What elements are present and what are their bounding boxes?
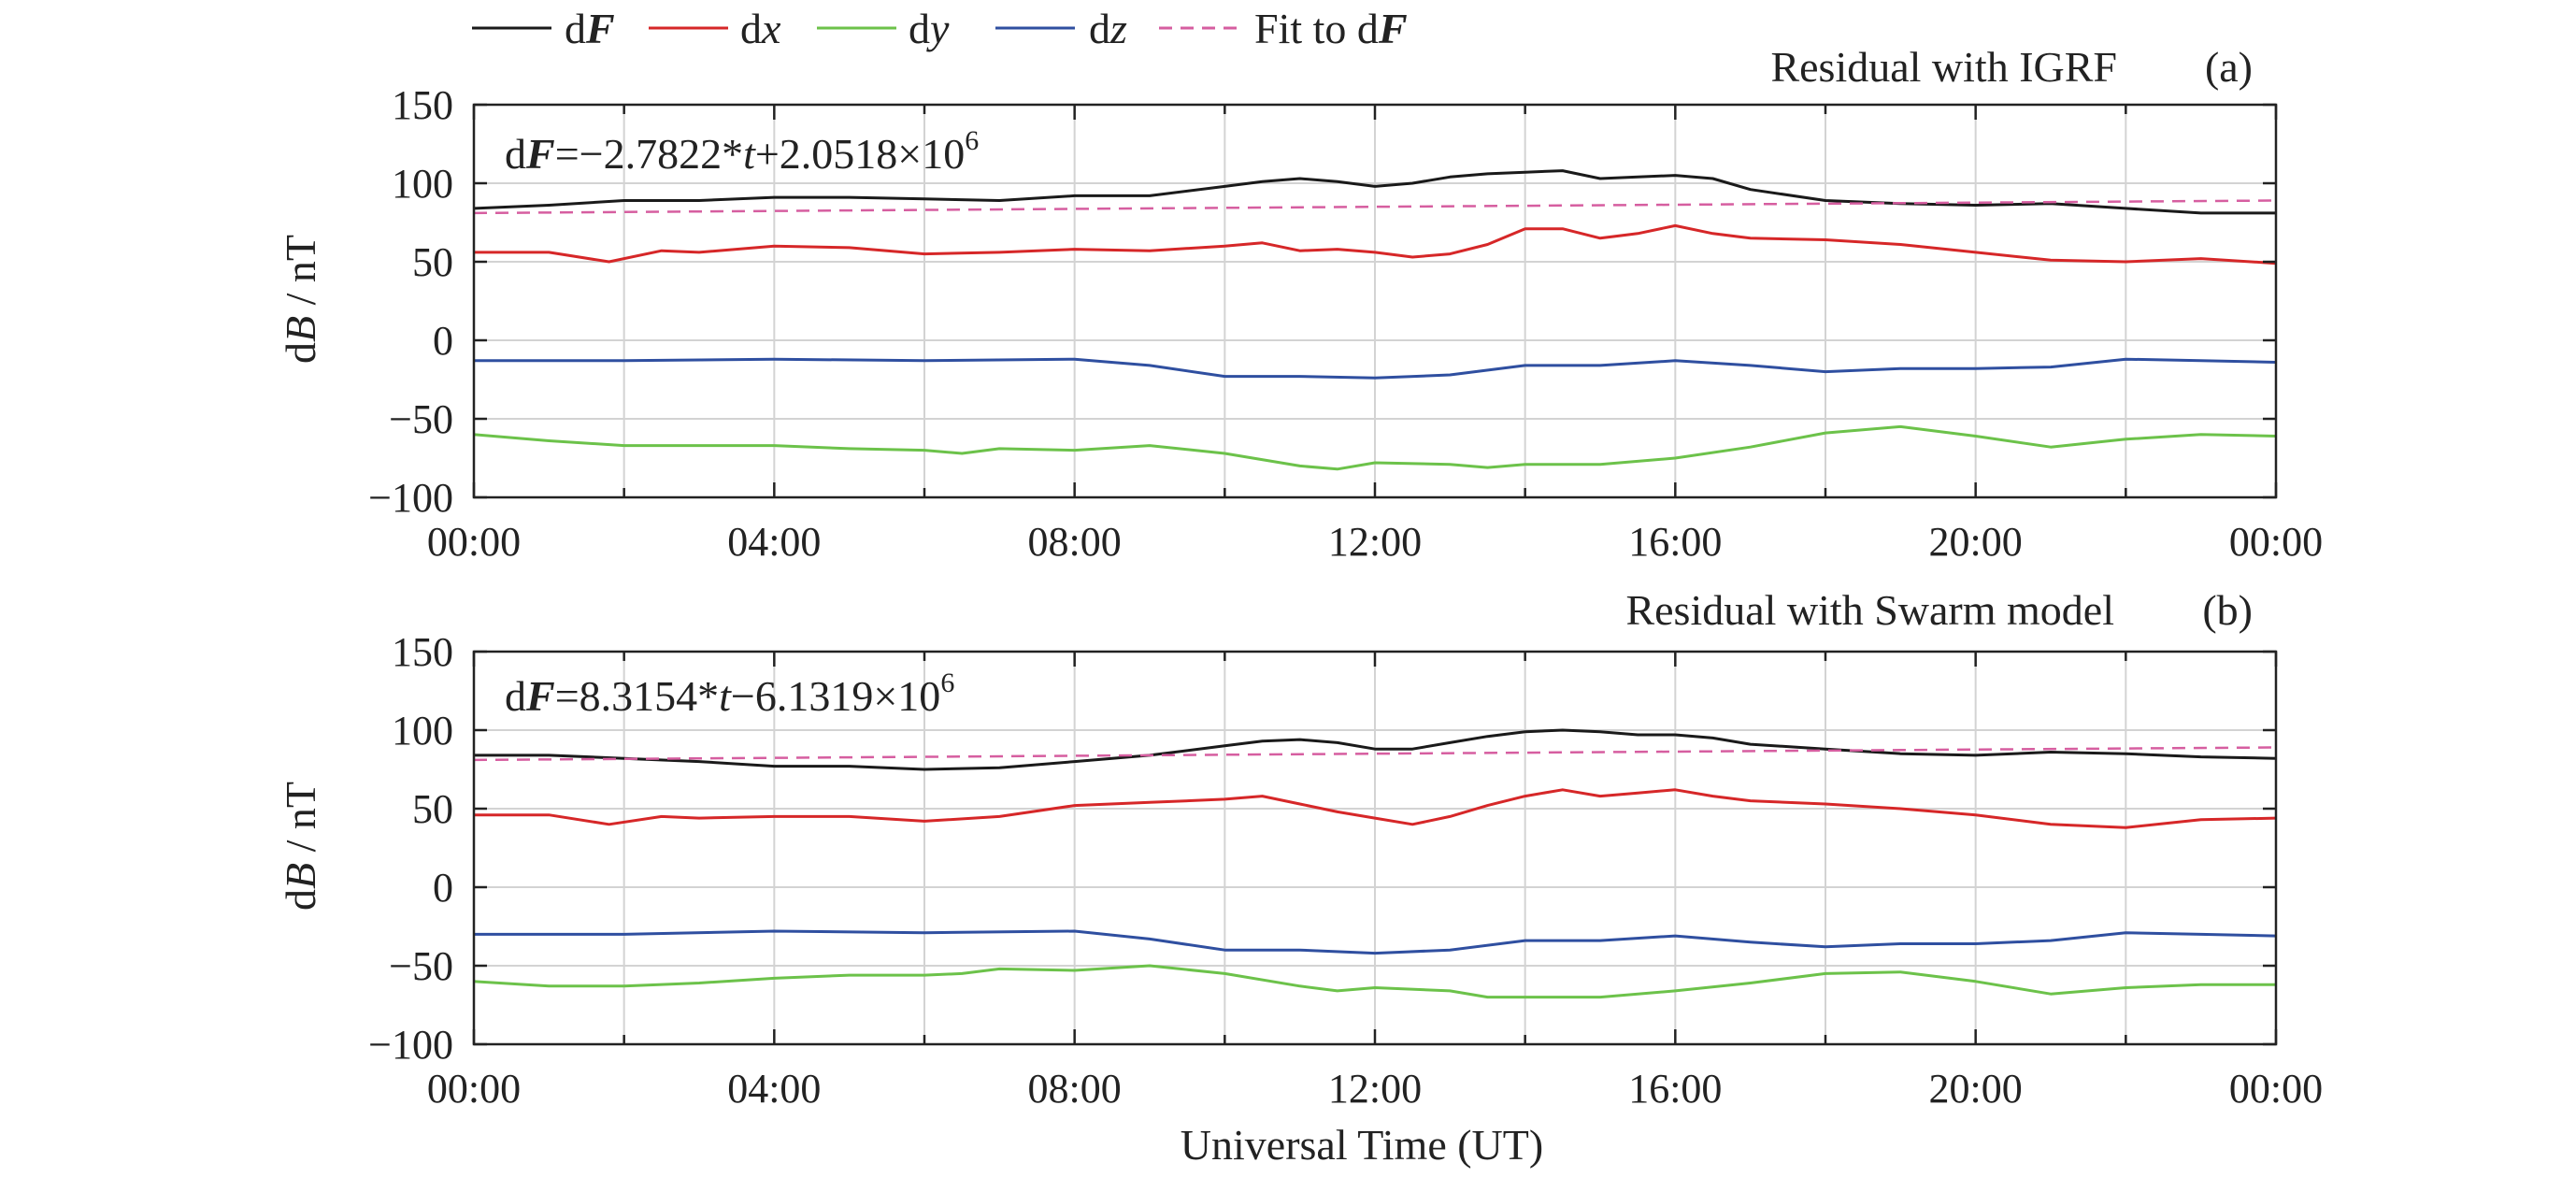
legend-label-dx: dx — [740, 5, 781, 52]
y-tick-label: −100 — [368, 475, 453, 521]
x-tick-label: 04:00 — [727, 519, 821, 565]
y-axis-label: dB / nT — [277, 235, 324, 364]
series-line-dx — [474, 223, 2277, 266]
panel-title: Residual with Swarm model — [1625, 586, 2114, 634]
series-lines — [473, 728, 2277, 999]
legend-label-dz: dz — [1089, 5, 1127, 52]
y-tick-label: 0 — [433, 318, 453, 364]
series-line-dy — [473, 424, 2277, 471]
legend-label-dF: dF — [565, 5, 615, 52]
legend-item-dF: dF — [472, 5, 615, 52]
x-tick-labels: 00:00 04:00 08:00 12:00 16:00 20:00 00:00 — [427, 1066, 2323, 1112]
y-tick-label: 50 — [412, 239, 453, 285]
series-line-dx — [474, 788, 2277, 829]
x-tick-label: 00:00 — [427, 1066, 521, 1112]
x-tick-label: 08:00 — [1028, 1066, 1122, 1112]
x-axis-label: Universal Time (UT) — [1181, 1121, 1543, 1169]
series-line-dz — [474, 357, 2277, 380]
legend-item-dz: dz — [995, 5, 1127, 52]
legend-item-dx: dx — [649, 5, 781, 52]
y-tick-label: 50 — [412, 786, 453, 832]
x-tick-label: 00:00 — [2229, 1066, 2323, 1112]
legend: dF dx dy dz Fit to dF — [472, 5, 1408, 52]
y-tick-labels: 150 100 50 0 −50 −100 — [368, 629, 453, 1068]
x-tick-label: 16:00 — [1628, 519, 1722, 565]
grid-lines — [474, 105, 2276, 497]
x-tick-label: 16:00 — [1628, 1066, 1722, 1112]
y-tick-labels: 150 100 50 0 −50 −100 — [368, 82, 453, 521]
series-lines — [473, 169, 2277, 471]
y-tick-label: 100 — [392, 708, 453, 754]
x-tick-label: 04:00 — [727, 1066, 821, 1112]
panel-label: (b) — [2202, 586, 2253, 634]
grid-lines — [474, 652, 2276, 1044]
x-tick-label: 00:00 — [427, 519, 521, 565]
panel-label: (a) — [2205, 43, 2253, 91]
y-tick-label: −50 — [389, 396, 453, 442]
tick-marks — [472, 103, 2278, 499]
y-tick-label: −100 — [368, 1022, 453, 1068]
y-tick-label: 0 — [433, 865, 453, 911]
y-tick-label: −50 — [389, 943, 453, 989]
series-line-dz — [474, 929, 2277, 955]
panel-a: Residual with IGRF (a) 150100500−50−100 … — [277, 43, 2323, 565]
y-tick-label: 150 — [392, 629, 453, 675]
series-line-dF — [474, 728, 2277, 771]
x-tick-label: 12:00 — [1328, 519, 1422, 565]
legend-label-fit: Fit to dF — [1254, 5, 1408, 52]
x-tick-label: 20:00 — [1929, 519, 2023, 565]
x-tick-label: 12:00 — [1328, 1066, 1422, 1112]
fit-equation: dF=8.3154*t−6.1319×106 — [505, 667, 954, 720]
y-axis-label: dB / nT — [277, 782, 324, 911]
x-tick-labels: 00:00 04:00 08:00 12:00 16:00 20:00 00:00 — [427, 519, 2323, 565]
fit-equation: dF=−2.7822*t+2.0518×106 — [505, 125, 979, 178]
legend-item-dy: dy — [817, 5, 950, 52]
series-line-dF — [473, 169, 2276, 215]
y-tick-label: 100 — [392, 161, 453, 207]
x-tick-label: 20:00 — [1929, 1066, 2023, 1112]
tick-marks — [472, 650, 2278, 1046]
x-tick-label: 00:00 — [2229, 519, 2323, 565]
legend-item-fit: Fit to dF — [1159, 5, 1408, 52]
x-tick-label: 08:00 — [1028, 519, 1122, 565]
panel-b: Residual with Swarm model (b) 150 100 50 0 −… — [277, 586, 2323, 1112]
legend-label-dy: dy — [909, 5, 950, 52]
y-tick-label: 150 — [392, 82, 453, 128]
series-line-dy — [473, 964, 2276, 999]
panel-title: Residual with IGRF — [1770, 43, 2117, 91]
